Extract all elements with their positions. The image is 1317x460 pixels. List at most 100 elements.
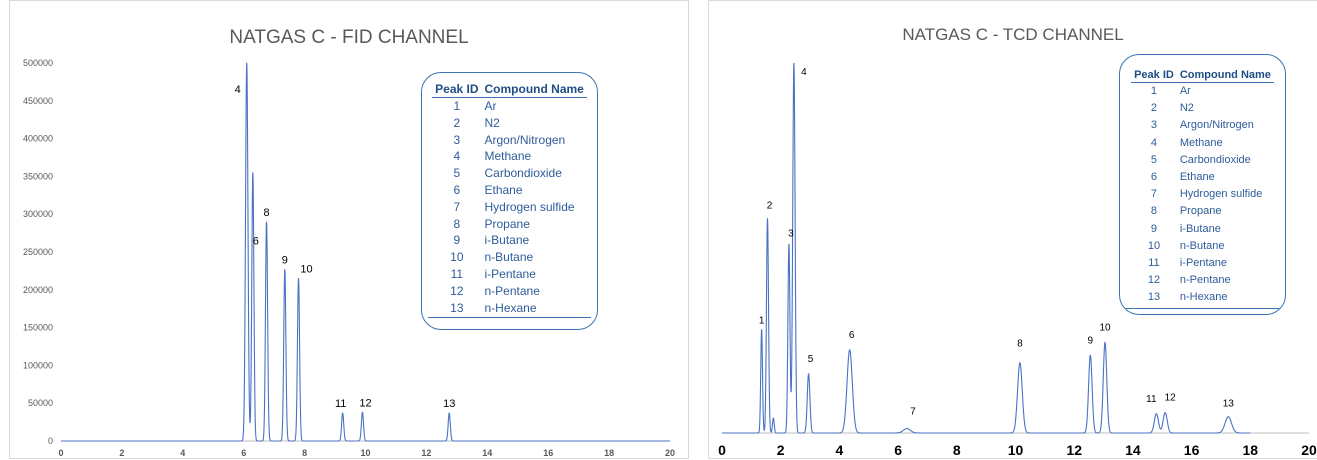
tcd-x-tick-label: 20 — [1301, 442, 1317, 458]
fid-x-tick-label: 18 — [604, 448, 614, 458]
fid-legend-compound-name: Argon/Nitrogen — [484, 132, 566, 147]
fid-legend-row: 2 N2 — [432, 115, 587, 132]
tcd-legend-row: 3 Argon/Nitrogen — [1131, 117, 1274, 134]
fid-y-tick-label: 500000 — [23, 58, 53, 68]
tcd-legend-compound-name: Methane — [1179, 136, 1223, 149]
fid-peak-label: 9 — [282, 254, 288, 266]
fid-y-tick-label: 400000 — [23, 134, 53, 144]
tcd-x-tick-label: 12 — [1066, 442, 1082, 458]
tcd-legend-compound-name: i-Butane — [1179, 222, 1221, 235]
fid-y-tick-label: 150000 — [23, 323, 53, 333]
tcd-chromatogram-line — [721, 62, 1251, 434]
tcd-legend-peak-id: 13 — [1147, 291, 1161, 304]
tcd-legend-peak-id: 3 — [1150, 119, 1158, 132]
fid-legend-compound-name: Propane — [484, 216, 530, 231]
tcd-peak-label: 5 — [808, 354, 814, 365]
fid-x-tick-label: 20 — [665, 448, 675, 458]
fid-y-tick-label: 250000 — [23, 247, 53, 257]
fid-legend-peak-id: 3 — [453, 132, 461, 147]
fid-legend-compound-name: n-Pentane — [484, 283, 540, 298]
tcd-chart-panel: NATGAS C - TCD CHANNEL 0 2 4 6 8 10 12 14 16 18 20… — [708, 0, 1317, 459]
fid-legend-row: 12 n-Pentane — [432, 283, 587, 300]
tcd-x-tick-label: 0 — [718, 442, 726, 458]
tcd-legend-row: 7 Hydrogen sulfide — [1131, 186, 1274, 203]
fid-x-tick-label: 8 — [302, 448, 307, 458]
fid-legend-row: 13 n-Hexane — [432, 300, 587, 317]
tcd-legend-compound-name: Carbondioxide — [1179, 153, 1251, 166]
fid-legend-peak-id: 8 — [453, 216, 461, 231]
tcd-x-tick-label: 8 — [953, 442, 961, 458]
fid-x-tick-label: 0 — [58, 448, 63, 458]
fid-legend-compound-name: i-Butane — [484, 233, 530, 248]
tcd-legend-compound-name: n-Pentane — [1179, 274, 1231, 287]
tcd-peak-label: 10 — [1099, 322, 1111, 333]
fid-legend-peak-id: 11 — [450, 266, 464, 281]
tcd-legend-compound-name: Argon/Nitrogen — [1179, 119, 1254, 132]
fid-peak-label: 6 — [253, 236, 259, 248]
fid-legend-compound-name: Carbondioxide — [484, 166, 562, 181]
fid-legend-row: 11 i-Pentane — [432, 266, 587, 283]
fid-legend-rule — [428, 317, 591, 319]
tcd-legend-compound-name: n-Butane — [1179, 239, 1225, 252]
tcd-legend-row: 8 Propane — [1131, 203, 1274, 220]
fid-legend-row: 1 Ar — [432, 98, 587, 115]
tcd-x-tick-label: 6 — [894, 442, 902, 458]
tcd-legend-compound-name: n-Hexane — [1179, 291, 1228, 304]
fid-y-tick-label: 450000 — [23, 96, 53, 106]
fid-y-tick-label: 350000 — [23, 171, 53, 181]
tcd-legend-header-compound-name: Compound Name — [1179, 68, 1271, 81]
tcd-peak-label: 3 — [788, 228, 794, 239]
tcd-legend-peak-id: 8 — [1150, 205, 1158, 218]
tcd-x-tick-label: 18 — [1243, 442, 1259, 458]
tcd-legend-table: Peak ID Compound Name 1 Ar 2 N2 3 Argon/Nitroge… — [1131, 67, 1274, 307]
fid-legend-row: 6 Ethane — [432, 182, 587, 199]
fid-legend-peak-id: 12 — [450, 283, 464, 298]
tcd-peak-label: 1 — [759, 315, 765, 326]
fid-peak-label: 10 — [300, 263, 312, 275]
tcd-legend-peak-id: 12 — [1147, 274, 1161, 287]
tcd-legend-row: 1 Ar — [1131, 83, 1274, 101]
tcd-peak-label: 2 — [767, 200, 773, 211]
fid-y-tick-label: 300000 — [23, 209, 53, 219]
tcd-x-tick-label: 10 — [1008, 442, 1024, 458]
tcd-legend-peak-id: 4 — [1150, 136, 1158, 149]
tcd-legend-row: 10 n-Butane — [1131, 238, 1274, 255]
fid-peak-label: 8 — [263, 207, 269, 219]
tcd-legend-peak-id: 7 — [1150, 188, 1158, 201]
tcd-legend-peak-id: 6 — [1150, 171, 1158, 184]
fid-x-tick-label: 16 — [543, 448, 553, 458]
tcd-legend-compound-name: Propane — [1179, 205, 1222, 218]
fid-legend-peak-id: 6 — [453, 182, 461, 197]
tcd-legend-rule — [1126, 307, 1279, 309]
tcd-peak-label: 9 — [1088, 335, 1094, 346]
tcd-peak-label: 4 — [801, 67, 807, 78]
fid-legend-compound-name: n-Butane — [484, 250, 534, 265]
fid-peak-label: 13 — [443, 398, 455, 410]
fid-legend-row: 8 Propane — [432, 216, 587, 233]
tcd-legend-compound-name: N2 — [1179, 102, 1194, 115]
tcd-legend-peak-id: 2 — [1150, 102, 1158, 115]
tcd-legend-row: 5 Carbondioxide — [1131, 152, 1274, 169]
tcd-legend-box: Peak ID Compound Name 1 Ar 2 N2 3 Argon/Nitroge… — [1119, 54, 1286, 315]
fid-legend-header-compound-name: Compound Name — [484, 82, 584, 96]
fid-legend-peak-id: 1 — [453, 99, 461, 113]
tcd-x-tick-label: 14 — [1125, 442, 1141, 458]
tcd-legend-compound-name: Hydrogen sulfide — [1179, 188, 1263, 201]
tcd-legend-row: 11 i-Pentane — [1131, 255, 1274, 272]
fid-legend-row: 10 n-Butane — [432, 249, 587, 266]
tcd-legend-peak-id: 5 — [1150, 153, 1158, 166]
fid-legend-peak-id: 10 — [450, 250, 464, 265]
tcd-legend-row: 12 n-Pentane — [1131, 272, 1274, 289]
fid-legend-compound-name: i-Pentane — [484, 266, 536, 281]
tcd-legend-peak-id: 11 — [1148, 257, 1160, 270]
fid-legend-peak-id: 5 — [453, 166, 461, 181]
tcd-legend-compound-name: Ethane — [1179, 171, 1215, 184]
fid-peak-label: 4 — [235, 84, 241, 96]
tcd-peak-label: 11 — [1146, 394, 1157, 405]
fid-legend-peak-id: 7 — [453, 199, 461, 214]
tcd-x-tick-label: 4 — [836, 442, 844, 458]
fid-legend-peak-id: 9 — [453, 233, 461, 248]
fid-x-tick-label: 4 — [180, 448, 185, 458]
tcd-legend-compound-name: i-Pentane — [1179, 257, 1227, 270]
